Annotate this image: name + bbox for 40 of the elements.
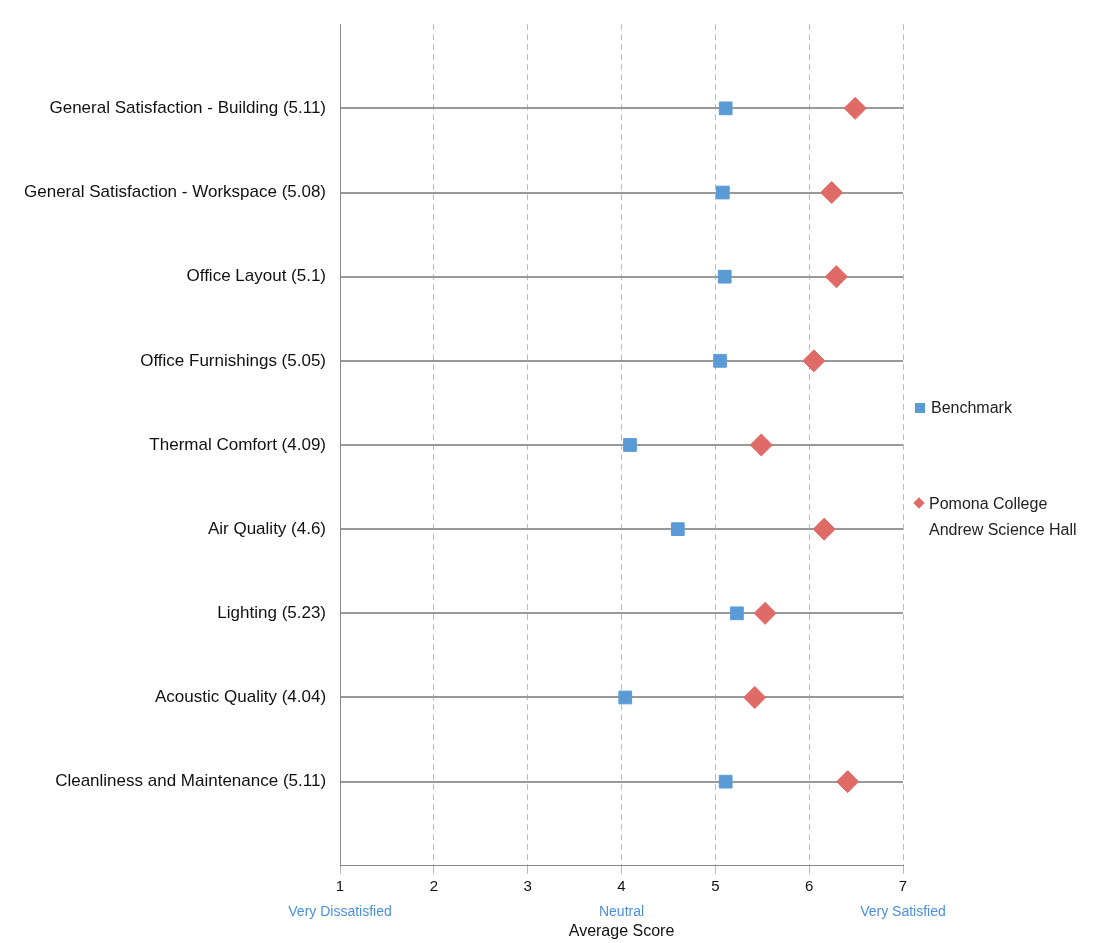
point [715, 185, 730, 200]
text: Neutral [598, 902, 645, 919]
point [749, 433, 773, 457]
y-tick-label: Office Furnishings (5.05) [140, 350, 327, 370]
point [717, 269, 732, 284]
y-tick-label: Thermal Comfort (4.09) [149, 434, 327, 454]
text: Very Satisfied [860, 902, 946, 919]
y-tick-label: General Satisfaction - Workspace (5.08) [23, 182, 327, 202]
y-tick-label: Acoustic Quality (4.04) [155, 687, 327, 707]
text: Very Dissatisfied [288, 902, 392, 919]
x-tick-label: 5 [711, 876, 720, 894]
x-tick-label: 7 [898, 876, 908, 894]
point [820, 181, 844, 205]
x-tick-label: 2 [429, 876, 439, 894]
x-tick-label: 6 [805, 876, 814, 894]
point [730, 606, 744, 621]
y-tick-label: Lighting (5.23) [217, 603, 327, 623]
x-tick-label: 3 [523, 876, 532, 894]
point [812, 517, 836, 541]
y-tick-label: Cleanliness and Maintenance (5.11) [55, 771, 327, 791]
point [713, 353, 727, 368]
point [843, 96, 867, 120]
point [718, 101, 733, 116]
point [618, 690, 633, 705]
point [623, 438, 637, 452]
y-tick-label: Office Layout (5.1) [186, 266, 327, 286]
legend-label: Benchmark [931, 398, 1012, 418]
point [743, 685, 767, 709]
point [718, 774, 733, 789]
y-tick-label: Air Quality (4.6) [207, 518, 327, 538]
point [753, 601, 777, 625]
point [824, 265, 848, 289]
x-tick-label: 1 [335, 876, 345, 894]
x-axis-title: Average Score [568, 921, 675, 939]
point [836, 770, 860, 794]
legend-label: Pomona College Andrew Science Hall [929, 494, 1078, 540]
x-tick-label: 4 [617, 876, 626, 894]
point [670, 522, 685, 537]
point [802, 349, 826, 373]
y-tick-label: General Satisfaction - Building (5.11) [49, 98, 327, 118]
